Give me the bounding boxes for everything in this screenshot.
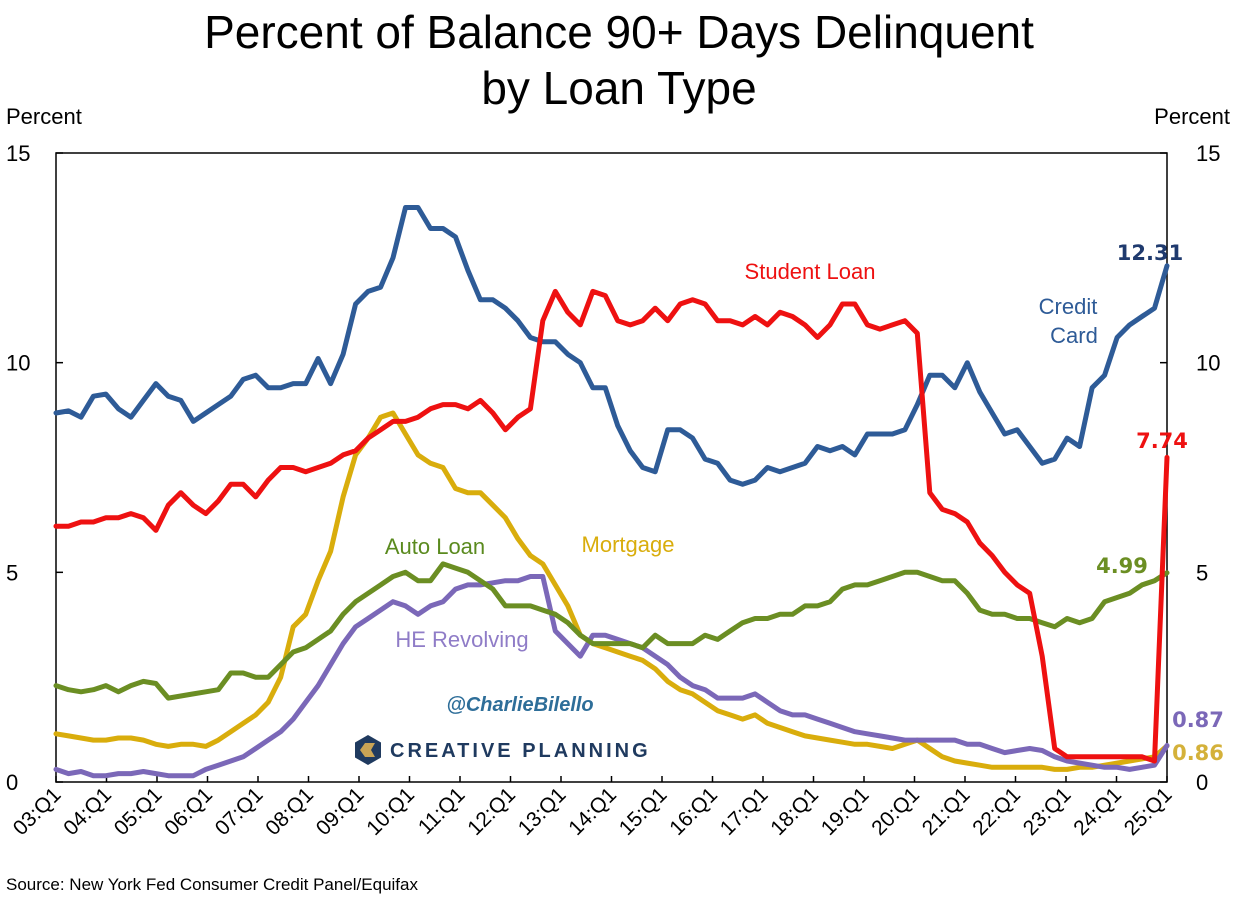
x-tick-label: 12:Q1: [463, 783, 520, 840]
y-tick-label-right: 5: [1196, 560, 1208, 585]
y-tick-label-right: 10: [1196, 351, 1220, 376]
x-tick-label: 08:Q1: [261, 783, 318, 840]
series-label-credit-card: Credit: [1039, 294, 1098, 319]
y-tick-label-left: 15: [6, 141, 30, 166]
x-tick-label: 21:Q1: [918, 783, 975, 840]
end-value-label-mortgage: 0.86: [1172, 741, 1224, 765]
y-tick-label-left: 10: [6, 351, 30, 376]
y-tick-label-left: 0: [6, 770, 18, 795]
brand-name: CREATIVE PLANNING: [390, 740, 651, 762]
x-tick-label: 19:Q1: [817, 783, 874, 840]
x-tick-label: 04:Q1: [59, 783, 116, 840]
x-tick-label: 25:Q1: [1120, 783, 1177, 840]
series-line-auto-loan: [53, 561, 1170, 701]
x-tick-label: 07:Q1: [211, 783, 268, 840]
creative-planning-logo-icon: [355, 735, 381, 765]
x-tick-label: 20:Q1: [867, 783, 924, 840]
series-label-mortgage: Mortgage: [582, 532, 675, 557]
x-tick-label: 24:Q1: [1069, 783, 1126, 840]
x-tick-label: 23:Q1: [1019, 783, 1076, 840]
series-label-credit-card: Card: [1050, 323, 1098, 348]
end-value-label-he-revolving: 0.87: [1172, 708, 1224, 732]
y-tick-group: 0 0 5 5 10 10 15 15: [6, 141, 1220, 795]
series-line-credit-card: [53, 205, 1170, 487]
y-tick-label-right: 0: [1196, 770, 1208, 795]
end-value-label-student-loan: 7.74: [1136, 429, 1188, 453]
y-axis-left-label: Percent: [6, 104, 82, 129]
series-labels: Credit Card 12.31 Student Loan 7.74 Auto Loan…: [385, 241, 1224, 765]
y-tick-label-left: 5: [6, 560, 18, 585]
x-tick-label: 14:Q1: [564, 783, 621, 840]
source-note: Source: New York Fed Consumer Credit Pan…: [6, 875, 418, 894]
x-tick-label: 16:Q1: [665, 783, 722, 840]
y-axis-right-label: Percent: [1154, 104, 1230, 129]
series-line-he-revolving: [53, 574, 1170, 779]
series-label-student-loan: Student Loan: [745, 259, 876, 284]
x-tick-label: 22:Q1: [968, 783, 1025, 840]
end-value-label-auto-loan: 4.99: [1096, 554, 1148, 578]
x-tick-label: 13:Q1: [514, 783, 571, 840]
x-tick-label: 10:Q1: [362, 783, 419, 840]
series-line-student-loan: [53, 288, 1170, 764]
x-tick-label: 17:Q1: [716, 783, 773, 840]
chart-title-line2: by Loan Type: [481, 62, 756, 114]
series-label-auto-loan: Auto Loan: [385, 534, 485, 559]
x-tick-label: 15:Q1: [615, 783, 672, 840]
y-tick-label-right: 15: [1196, 141, 1220, 166]
series-line-mortgage: [53, 410, 1170, 772]
end-value-label-credit-card: 12.31: [1117, 241, 1183, 265]
series-lines: [53, 205, 1170, 779]
x-tick-label: 09:Q1: [312, 783, 369, 840]
watermark-handle: @CharlieBilello: [446, 694, 593, 716]
x-tick-label: 18:Q1: [766, 783, 823, 840]
chart-title-line1: Percent of Balance 90+ Days Delinquent: [204, 6, 1034, 58]
x-tick-label: 11:Q1: [414, 783, 470, 839]
x-tick-label: 06:Q1: [160, 783, 217, 840]
x-tick-group: 03:Q104:Q105:Q106:Q107:Q108:Q109:Q110:Q1…: [9, 776, 1177, 840]
series-label-he-revolving: HE Revolving: [395, 627, 528, 652]
x-tick-label: 05:Q1: [110, 783, 167, 840]
